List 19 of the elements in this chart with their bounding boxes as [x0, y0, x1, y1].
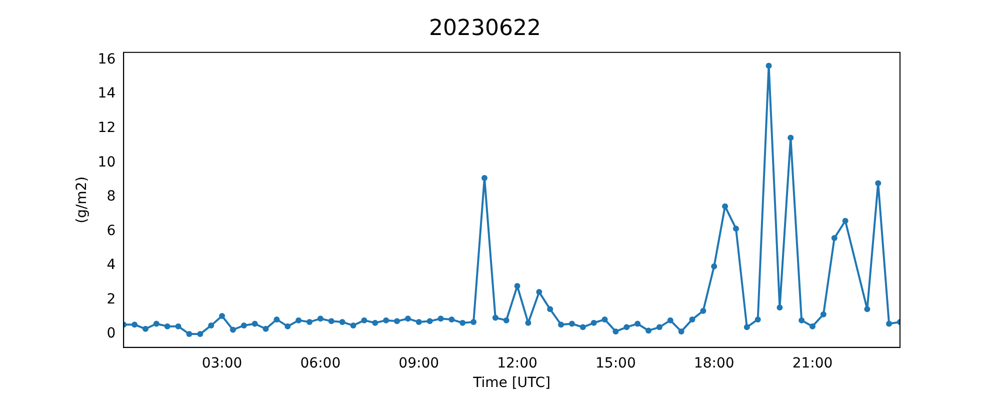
x-tick-label: 18:00: [694, 355, 734, 372]
y-tick-label: 2: [106, 291, 116, 308]
x-tick-label: 12:00: [497, 355, 538, 372]
y-tick-label: 16: [98, 51, 116, 68]
y-tick-label: 10: [98, 154, 116, 170]
x-tick-label: 09:00: [398, 355, 440, 372]
x-tick-label: 21:00: [792, 355, 833, 372]
y-tick-label: 14: [98, 86, 116, 102]
x-tick-label: 03:00: [202, 355, 242, 372]
y-tick-label: 8: [106, 188, 116, 205]
y-axis-title: (g/m2): [74, 176, 90, 224]
chart-title: 20230622: [429, 16, 541, 41]
y-tick-label: 4: [106, 257, 116, 274]
x-axis-title: Time [UTC]: [472, 375, 551, 392]
x-tick-label: 15:00: [596, 355, 636, 372]
y-tick-label: 6: [106, 222, 116, 239]
y-tick-label: 0: [106, 326, 116, 342]
x-tick-label: 06:00: [300, 355, 341, 372]
y-tick-label: 12: [98, 120, 116, 136]
